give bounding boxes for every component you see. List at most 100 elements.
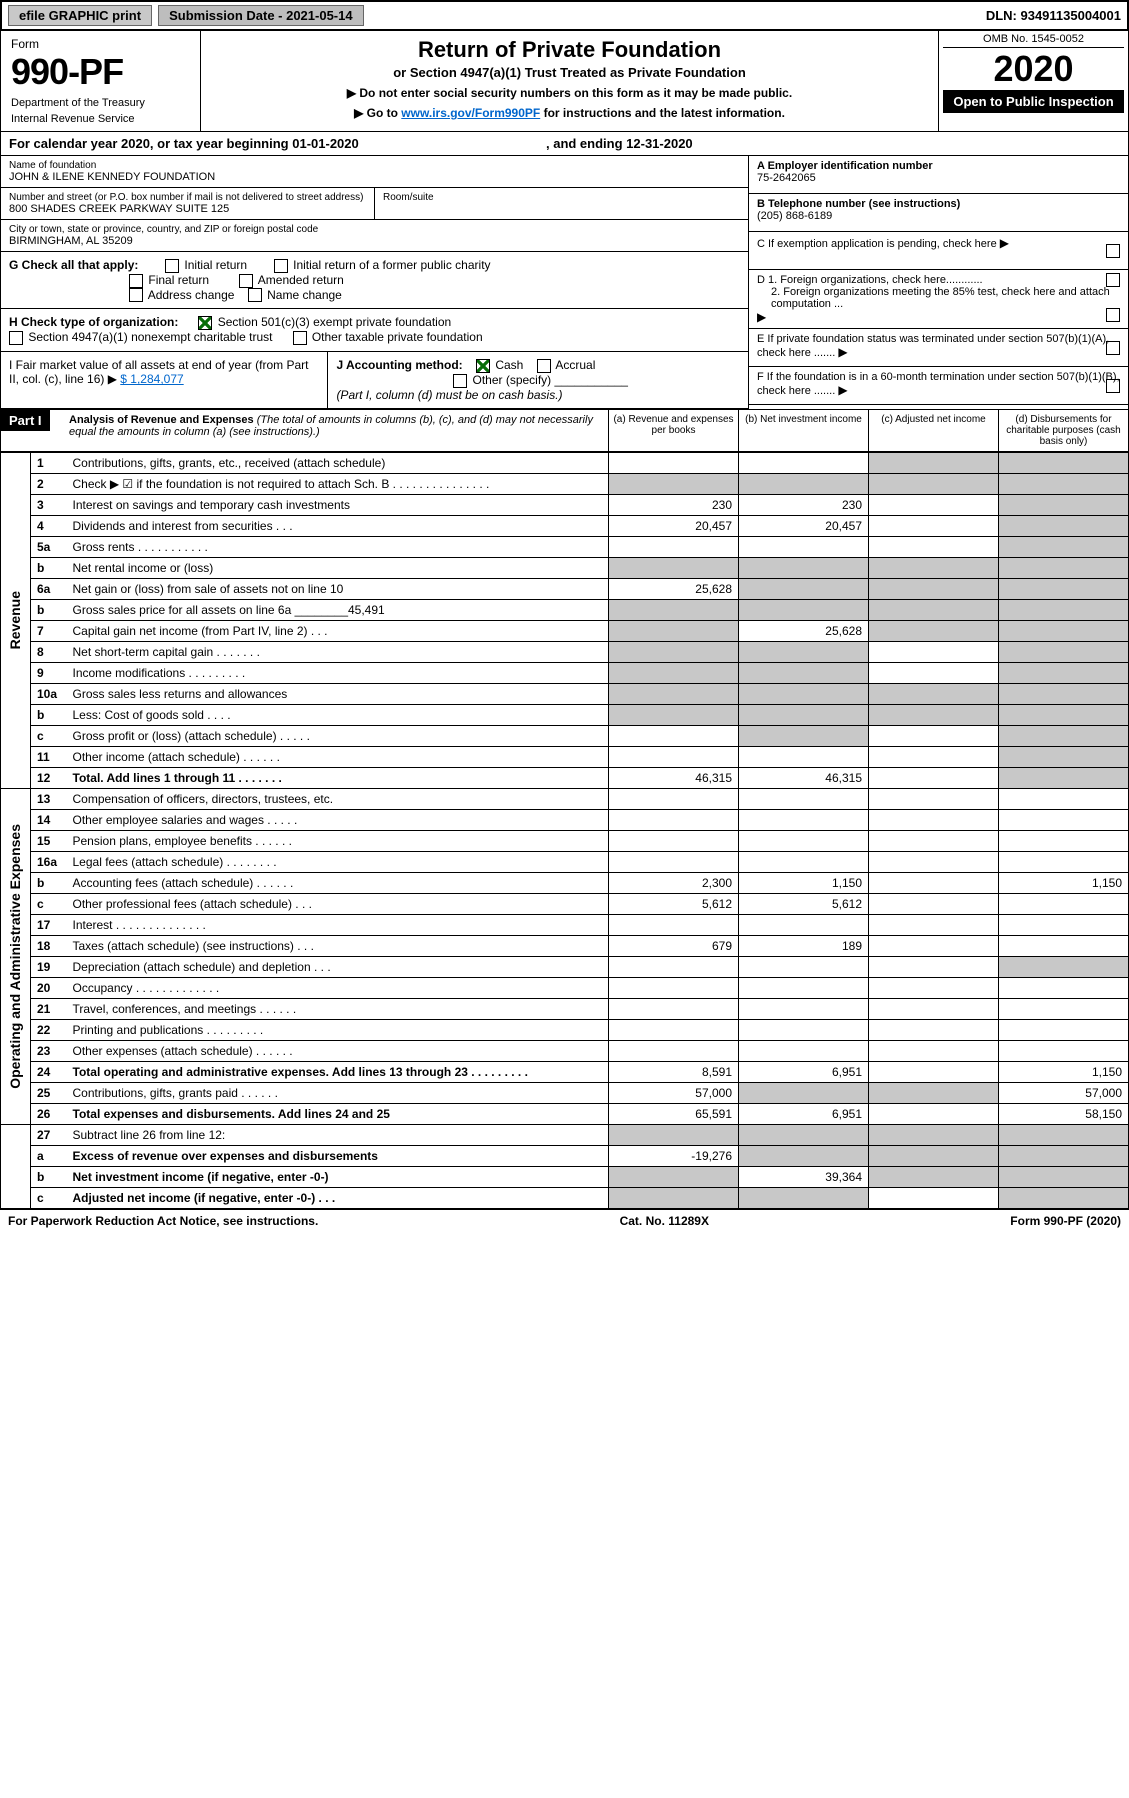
line-no: b bbox=[31, 599, 67, 620]
table-row: 17Interest . . . . . . . . . . . . . . bbox=[1, 914, 1129, 935]
tel-block: B Telephone number (see instructions) (2… bbox=[749, 194, 1128, 232]
col-d bbox=[999, 1145, 1129, 1166]
col-b-head: (b) Net investment income bbox=[738, 410, 868, 451]
cat-no: Cat. No. 11289X bbox=[620, 1214, 709, 1228]
status-terminated-checkbox[interactable] bbox=[1106, 341, 1120, 355]
line-no: 2 bbox=[31, 473, 67, 494]
col-d: 58,150 bbox=[999, 1103, 1129, 1124]
col-c bbox=[869, 851, 999, 872]
col-d bbox=[999, 914, 1129, 935]
col-a bbox=[609, 809, 739, 830]
col-d bbox=[999, 1166, 1129, 1187]
address-cell: Number and street (or P.O. box number if… bbox=[1, 188, 374, 220]
line-no: 3 bbox=[31, 494, 67, 515]
form-id-block: Form 990-PF Department of the Treasury I… bbox=[1, 31, 201, 131]
accrual-checkbox[interactable] bbox=[537, 359, 551, 373]
final-return-checkbox[interactable] bbox=[129, 274, 143, 288]
col-c bbox=[869, 536, 999, 557]
c-label: C If exemption application is pending, c… bbox=[757, 238, 997, 250]
dept-treasury: Department of the Treasury bbox=[11, 97, 190, 109]
name-change-checkbox[interactable] bbox=[248, 288, 262, 302]
cash-checkbox[interactable] bbox=[476, 359, 490, 373]
line-desc: Other income (attach schedule) . . . . .… bbox=[67, 746, 609, 767]
table-row: Operating and Administrative Expenses13C… bbox=[1, 788, 1129, 809]
omb-number: OMB No. 1545-0052 bbox=[943, 33, 1124, 48]
line-desc: Gross profit or (loss) (attach schedule)… bbox=[67, 725, 609, 746]
col-c bbox=[869, 494, 999, 515]
501c3-checkbox[interactable] bbox=[198, 316, 212, 330]
part1-table: Revenue1Contributions, gifts, grants, et… bbox=[0, 452, 1129, 1209]
col-b bbox=[739, 1124, 869, 1145]
open-public-badge: Open to Public Inspection bbox=[943, 90, 1124, 113]
col-d: 57,000 bbox=[999, 1082, 1129, 1103]
efile-print-button[interactable]: efile GRAPHIC print bbox=[8, 5, 152, 26]
amended-return-checkbox[interactable] bbox=[239, 274, 253, 288]
col-c bbox=[869, 1019, 999, 1040]
table-row: 9Income modifications . . . . . . . . . bbox=[1, 662, 1129, 683]
line-no: 15 bbox=[31, 830, 67, 851]
col-b bbox=[739, 809, 869, 830]
col-a bbox=[609, 536, 739, 557]
foundation-name: JOHN & ILENE KENNEDY FOUNDATION bbox=[9, 171, 740, 183]
col-b bbox=[739, 683, 869, 704]
other-taxable-checkbox[interactable] bbox=[293, 331, 307, 345]
col-c bbox=[869, 515, 999, 536]
col-b: 230 bbox=[739, 494, 869, 515]
part1-header-row: Part I Analysis of Revenue and Expenses … bbox=[0, 409, 1129, 452]
line-no: 13 bbox=[31, 788, 67, 809]
table-row: 12Total. Add lines 1 through 11 . . . . … bbox=[1, 767, 1129, 788]
e-block: E If private foundation status was termi… bbox=[749, 329, 1128, 367]
4947a1-checkbox[interactable] bbox=[9, 331, 23, 345]
line-desc: Check ▶ ☑ if the foundation is not requi… bbox=[67, 473, 609, 494]
page-footer: For Paperwork Reduction Act Notice, see … bbox=[0, 1209, 1129, 1232]
line-desc: Accounting fees (attach schedule) . . . … bbox=[67, 872, 609, 893]
exemption-pending-checkbox[interactable] bbox=[1106, 244, 1120, 258]
address-change-checkbox[interactable] bbox=[129, 288, 143, 302]
d1-label: D 1. Foreign organizations, check here..… bbox=[757, 274, 983, 286]
entity-info-grid: Name of foundation JOHN & ILENE KENNEDY … bbox=[0, 156, 1129, 409]
col-b bbox=[739, 641, 869, 662]
60month-termination-checkbox[interactable] bbox=[1106, 379, 1120, 393]
line-desc: Net gain or (loss) from sale of assets n… bbox=[67, 578, 609, 599]
form990pf-link[interactable]: www.irs.gov/Form990PF bbox=[401, 106, 540, 120]
line-desc: Other expenses (attach schedule) . . . .… bbox=[67, 1040, 609, 1061]
room-label: Room/suite bbox=[383, 192, 740, 203]
foreign-85pct-checkbox[interactable] bbox=[1106, 308, 1120, 322]
line-desc: Total. Add lines 1 through 11 . . . . . … bbox=[67, 767, 609, 788]
col-b bbox=[739, 599, 869, 620]
col-b bbox=[739, 557, 869, 578]
irs-label: Internal Revenue Service bbox=[11, 113, 190, 125]
revenue-side-label: Revenue bbox=[1, 452, 31, 788]
line-no: b bbox=[31, 704, 67, 725]
foreign-org-checkbox[interactable] bbox=[1106, 273, 1120, 287]
col-a bbox=[609, 704, 739, 725]
other-method-checkbox[interactable] bbox=[453, 374, 467, 388]
j-accrual: Accrual bbox=[555, 358, 595, 372]
initial-public-charity-checkbox[interactable] bbox=[274, 259, 288, 273]
c-block: C If exemption application is pending, c… bbox=[749, 232, 1128, 270]
col-a bbox=[609, 1187, 739, 1208]
col-c bbox=[869, 746, 999, 767]
line-no: b bbox=[31, 557, 67, 578]
col-b: 1,150 bbox=[739, 872, 869, 893]
col-b bbox=[739, 746, 869, 767]
col-b: 6,951 bbox=[739, 1103, 869, 1124]
col-d bbox=[999, 998, 1129, 1019]
col-c bbox=[869, 914, 999, 935]
table-row: 14Other employee salaries and wages . . … bbox=[1, 809, 1129, 830]
col-d: 1,150 bbox=[999, 872, 1129, 893]
line-desc: Other professional fees (attach schedule… bbox=[67, 893, 609, 914]
h-label: H Check type of organization: bbox=[9, 315, 178, 329]
submission-date: Submission Date - 2021-05-14 bbox=[158, 5, 364, 26]
initial-return-checkbox[interactable] bbox=[165, 259, 179, 273]
col-c bbox=[869, 1166, 999, 1187]
col-a bbox=[609, 788, 739, 809]
line-no: 4 bbox=[31, 515, 67, 536]
col-a bbox=[609, 998, 739, 1019]
tel-value: (205) 868-6189 bbox=[757, 210, 832, 222]
line-desc: Income modifications . . . . . . . . . bbox=[67, 662, 609, 683]
col-a: 25,628 bbox=[609, 578, 739, 599]
col-c bbox=[869, 788, 999, 809]
col-b: 189 bbox=[739, 935, 869, 956]
col-c bbox=[869, 1082, 999, 1103]
